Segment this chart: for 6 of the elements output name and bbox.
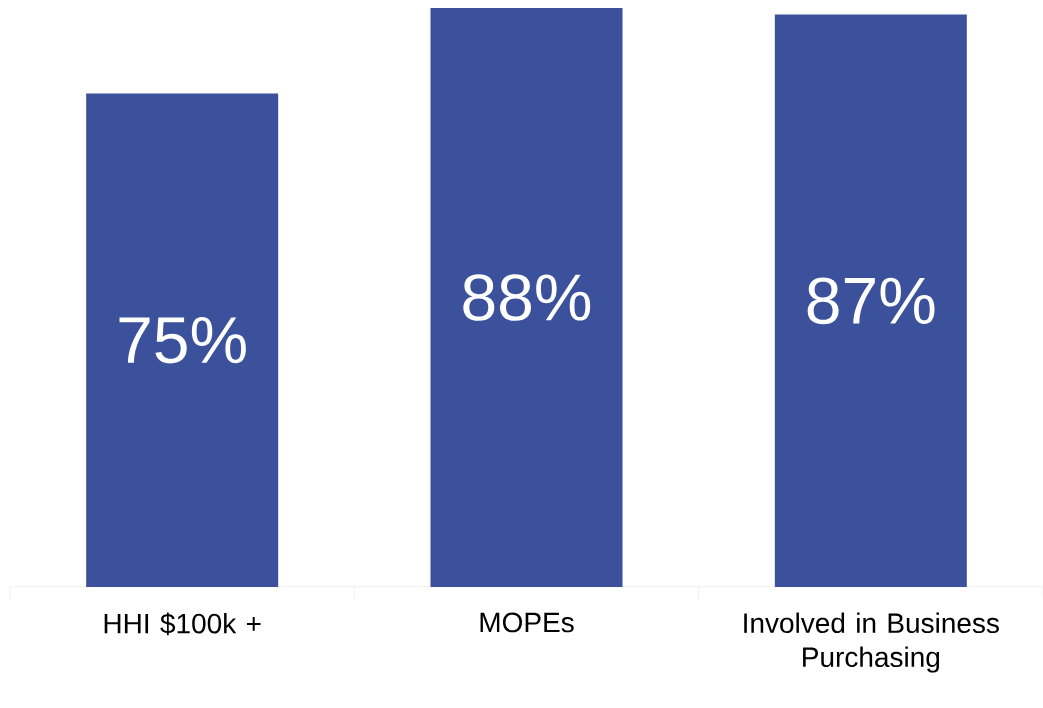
data-label: 75%: [119, 317, 246, 364]
x-tick-label: Involved in Business Purchasing: [744, 612, 999, 673]
x-tick-label: MOPEs: [480, 612, 574, 633]
data-label: 87%: [807, 277, 935, 325]
data-label: 88%: [463, 274, 591, 321]
x-tick-label: HHI $100k +: [104, 612, 261, 636]
